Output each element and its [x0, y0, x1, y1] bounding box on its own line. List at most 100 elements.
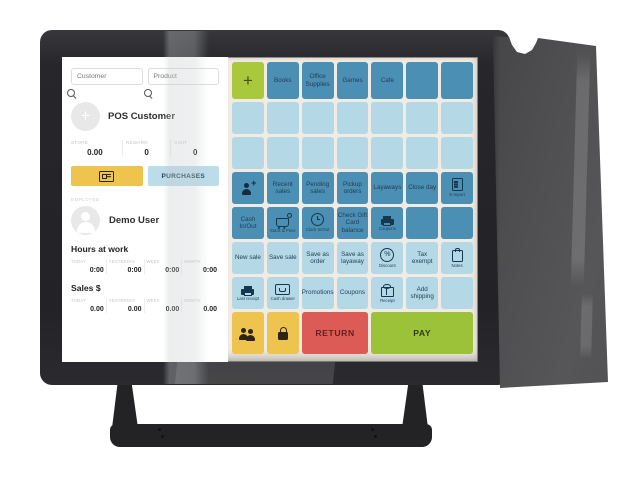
customer-avatar[interactable]: +: [71, 102, 100, 131]
employee-row: Demo User: [71, 206, 219, 235]
stock-icon: [276, 212, 293, 230]
customers-tile[interactable]: [232, 312, 264, 354]
empty-tile: [371, 102, 404, 134]
stat-value: 0.00: [87, 148, 103, 157]
clock-in-out-tile[interactable]: Clock In/Out: [301, 207, 334, 239]
tile-label: New sale: [234, 254, 261, 262]
empty-tile: [232, 137, 264, 169]
cafe-tile[interactable]: Cafe: [371, 62, 404, 99]
col-label: MONTH: [184, 259, 201, 264]
add-category-tile[interactable]: +: [232, 62, 264, 99]
recent-sales-tile[interactable]: Recent sales: [266, 172, 299, 204]
col-label: WEEK: [146, 259, 160, 264]
hours-yesterday: YESTERDAY 0:00: [105, 259, 144, 274]
monitor-stand-leg-left: [112, 382, 138, 428]
new-sale-tile[interactable]: New sale: [232, 242, 264, 274]
hours-week: WEEK 0:00: [143, 259, 182, 274]
employee-avatar[interactable]: [71, 206, 100, 235]
empty-tile: [336, 137, 369, 169]
search-icon: [143, 89, 152, 97]
stat-reward: REWARD 0: [121, 140, 171, 157]
col-value: 0:00: [165, 267, 180, 274]
office-supplies-tile[interactable]: Office Supplies: [301, 62, 334, 99]
games-tile[interactable]: Games: [336, 62, 369, 99]
tile-sublabel: Clock In/Out: [305, 227, 330, 233]
hours-month: MONTH 0:00: [181, 259, 219, 274]
payments-button[interactable]: [71, 166, 143, 186]
empty-tile: [301, 102, 334, 134]
check-gift-card-balance-tile[interactable]: Check Gift Card balance: [336, 207, 369, 239]
tile-label: Office Supplies: [305, 73, 330, 88]
product-search-input[interactable]: [147, 68, 219, 85]
report-icon: [451, 178, 463, 192]
tile-label: Check Gift Card balance: [337, 211, 368, 234]
plus-icon: +: [242, 71, 253, 90]
tile-sublabel: Last receipt: [236, 295, 260, 301]
purchases-button[interactable]: PURCHASES: [147, 166, 219, 186]
return-button[interactable]: RETURN: [301, 312, 369, 354]
x-report-tile[interactable]: X-report: [441, 172, 473, 204]
discount-tile[interactable]: Discount: [371, 242, 404, 274]
empty-tile: [301, 137, 334, 169]
cash-drawer-tile[interactable]: Cash drawer: [266, 277, 299, 309]
receipt-tile[interactable]: Receipt: [371, 277, 404, 309]
sales-title: Sales $: [71, 283, 101, 293]
notes-tile[interactable]: Notes: [441, 242, 473, 274]
tile-sublabel: Cash drawer: [270, 296, 295, 302]
gift-icon: [380, 283, 394, 297]
last-receipt-tile[interactable]: Last receipt: [232, 277, 264, 309]
tile-label: Save as layaway: [341, 250, 364, 265]
filter-reflection: [580, 292, 593, 360]
pickup-orders-tile[interactable]: Pickup orders: [336, 172, 369, 204]
save-as-layaway-tile[interactable]: Save as layaway: [336, 242, 369, 274]
notes-icon: [451, 248, 463, 263]
printer-icon: [380, 215, 394, 226]
coupons-tile[interactable]: Coupons: [371, 207, 404, 239]
search-row: [67, 65, 219, 97]
tile-grid: + Books Office Supplies Games Cafe + Recent sa…: [232, 62, 473, 354]
sales-week: WEEK 0.00: [143, 298, 182, 313]
empty-tile: [371, 137, 404, 169]
save-as-order-tile[interactable]: Save as order: [301, 242, 334, 274]
lock-tile[interactable]: [266, 312, 299, 354]
product-search[interactable]: [143, 65, 219, 97]
close-day-tile[interactable]: Close day: [406, 172, 439, 204]
lock-icon: [277, 326, 288, 340]
tile-label: PAY: [413, 327, 432, 338]
tile-label: Pickup orders: [343, 180, 362, 195]
stock-price-tile[interactable]: Stock & Price: [266, 207, 299, 239]
layaways-tile[interactable]: Layaways: [371, 172, 404, 204]
screw-hole: [371, 428, 374, 431]
empty-tile: [441, 207, 473, 239]
promotions-tile[interactable]: Promotions: [301, 277, 334, 309]
empty-tile: [336, 102, 369, 134]
card-icon: [99, 170, 115, 182]
monitor-bezel: + POS Customer STORE 0.00 REWARD 0 VISIT: [40, 30, 510, 385]
tax-exempt-tile[interactable]: Tax exempt: [406, 242, 439, 274]
tile-label: Cafe: [380, 76, 394, 84]
drawer-icon: [275, 284, 291, 296]
pay-button[interactable]: PAY: [371, 312, 473, 354]
cash-in-out-tile[interactable]: Cash In/Out: [232, 207, 264, 239]
tile-label: Save sale: [268, 254, 297, 262]
employee-section-label: EMPLOYEE: [71, 197, 100, 202]
plus-icon: +: [251, 177, 257, 188]
save-sale-tile[interactable]: Save sale: [266, 242, 299, 274]
tile-label: Save as order: [306, 250, 330, 265]
hours-row: TODAY 0:00 YESTERDAY 0:00 WEEK 0:00 MONT…: [71, 259, 219, 274]
pending-sales-tile[interactable]: Pending sales: [301, 172, 334, 204]
customer-search[interactable]: [67, 65, 143, 97]
pos-screen: + POS Customer STORE 0.00 REWARD 0 VISIT: [62, 57, 478, 362]
col-value: 0.00: [127, 306, 142, 313]
add-shipping-tile[interactable]: Add shipping: [406, 277, 439, 309]
col-label: YESTERDAY: [108, 259, 136, 264]
hours-title: Hours at work: [71, 244, 129, 254]
tile-sublabel: Stock & Price: [269, 227, 296, 233]
customer-stats: STORE 0.00 REWARD 0 VISIT 0: [71, 140, 219, 157]
screw-hole: [158, 428, 161, 431]
coupons-tile[interactable]: Coupons: [336, 277, 369, 309]
books-tile[interactable]: Books: [266, 62, 299, 99]
col-label: TODAY: [71, 298, 87, 303]
add-customer-tile[interactable]: +: [232, 172, 264, 204]
customer-search-input[interactable]: [71, 68, 143, 85]
